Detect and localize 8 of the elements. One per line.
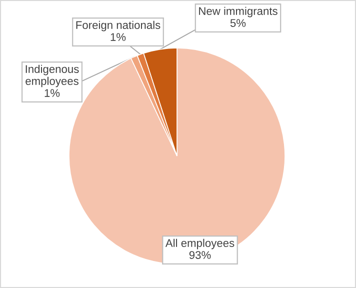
slice-label: New immigrants	[199, 6, 278, 18]
slice-label: All employees	[165, 238, 234, 250]
data-label: 1%	[44, 89, 60, 97]
data-label: 93%	[189, 251, 211, 259]
data-label: 5%	[230, 19, 246, 27]
slice-label: Foreign nationals	[76, 20, 160, 32]
data-label: 1%	[110, 33, 126, 41]
slice-label: Indigenous employees	[26, 64, 79, 88]
